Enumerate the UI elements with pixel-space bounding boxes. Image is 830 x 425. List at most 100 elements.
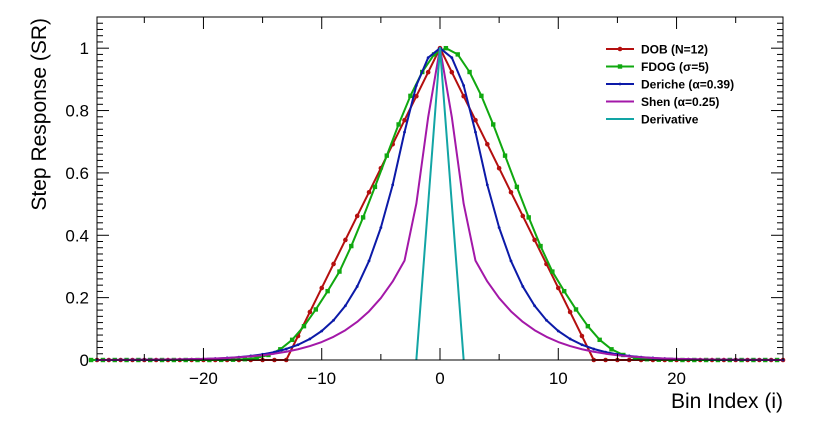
data-point (573, 307, 579, 312)
y-axis-title: Step Response (SR) (28, 18, 51, 211)
data-point (592, 347, 596, 351)
x-tick-label: 0 (435, 369, 444, 388)
data-point (579, 333, 585, 339)
x-axis-title: Bin Index (i) (671, 390, 783, 413)
y-tick-label: 0.8 (65, 102, 89, 121)
data-point (533, 304, 537, 308)
data-point (366, 189, 372, 195)
data-point (431, 52, 437, 57)
data-point (550, 269, 555, 274)
data-point (88, 357, 94, 363)
x-tick-label: −20 (189, 369, 218, 388)
data-point (538, 243, 543, 249)
legend-label: Derivative (641, 113, 699, 127)
data-point (609, 347, 614, 352)
legend-entry-0: DOB (N=12) (606, 43, 708, 57)
data-point (307, 309, 313, 315)
legend-marker (618, 82, 622, 86)
data-point (319, 285, 325, 291)
data-point (284, 347, 288, 351)
data-point (414, 84, 418, 87)
data-point (479, 93, 484, 99)
data-point (343, 237, 348, 243)
data-point (521, 285, 525, 288)
data-point (520, 213, 526, 219)
data-point (509, 259, 513, 263)
data-point (354, 213, 360, 219)
data-point (532, 237, 537, 243)
data-point (491, 122, 496, 127)
data-point (296, 343, 300, 347)
data-point (556, 329, 560, 333)
data-point (308, 337, 312, 341)
data-point (514, 184, 520, 190)
data-point (467, 69, 472, 75)
data-point (396, 122, 401, 127)
legend-entry-4: Derivative (606, 113, 699, 127)
data-point (414, 93, 419, 99)
data-point (455, 52, 460, 57)
data-point (462, 84, 466, 87)
data-point (485, 141, 490, 147)
data-point (349, 243, 354, 249)
axes: −20 −10 0 10 20 0 0.2 0.4 0.6 0.8 1 (65, 16, 784, 388)
data-point (320, 329, 324, 333)
data-point (337, 269, 342, 274)
legend-label: DOB (N=12) (641, 43, 708, 57)
data-point (526, 215, 531, 220)
data-point (332, 318, 335, 322)
data-point (443, 45, 449, 51)
data-point (242, 357, 248, 362)
data-point (289, 337, 295, 343)
data-point (580, 343, 584, 347)
x-tick-label: 20 (667, 369, 686, 388)
data-point (384, 153, 389, 158)
data-point (485, 183, 489, 187)
data-point (403, 130, 406, 134)
data-point (278, 347, 283, 352)
x-tick-label: 10 (549, 369, 568, 388)
data-point (360, 215, 366, 220)
y-tick-label: 0.2 (65, 289, 89, 308)
data-point (561, 288, 567, 294)
data-point (325, 288, 330, 294)
y-tick-label: 0.4 (65, 226, 89, 245)
legend-label: FDOG (σ=5) (641, 60, 709, 74)
data-point (502, 153, 508, 158)
data-point (355, 285, 359, 288)
legend-marker (617, 64, 623, 69)
data-point (313, 307, 319, 312)
data-point (331, 261, 336, 267)
data-point (568, 337, 572, 341)
data-point (449, 69, 455, 75)
data-point (425, 69, 431, 75)
data-point (508, 189, 514, 195)
legend-label: Shen (α=0.25) (641, 95, 719, 109)
data-point (367, 259, 371, 263)
data-point (644, 357, 650, 362)
data-point (426, 56, 430, 60)
data-point (497, 226, 501, 230)
legend-entry-3: Shen (α=0.25) (606, 95, 719, 109)
data-point (632, 355, 638, 361)
y-tick-label: 1 (80, 39, 89, 58)
data-point (343, 304, 347, 308)
data-point (473, 117, 478, 123)
legend-entry-1: FDOG (σ=5) (606, 60, 709, 74)
data-point (254, 355, 259, 361)
series-line (415, 47, 465, 361)
data-point (391, 183, 395, 187)
data-point (567, 309, 573, 315)
data-point (597, 337, 602, 343)
y-tick-label: 0.6 (65, 164, 89, 183)
series-4 (415, 47, 465, 361)
data-point (402, 117, 407, 123)
data-point (461, 93, 466, 99)
data-point (545, 318, 548, 322)
data-point (408, 93, 413, 99)
y-tick-label: 0 (80, 351, 89, 370)
legend-marker (617, 46, 623, 52)
legend-label: Deriche (α=0.39) (641, 78, 734, 92)
x-tick-label: −10 (307, 369, 336, 388)
